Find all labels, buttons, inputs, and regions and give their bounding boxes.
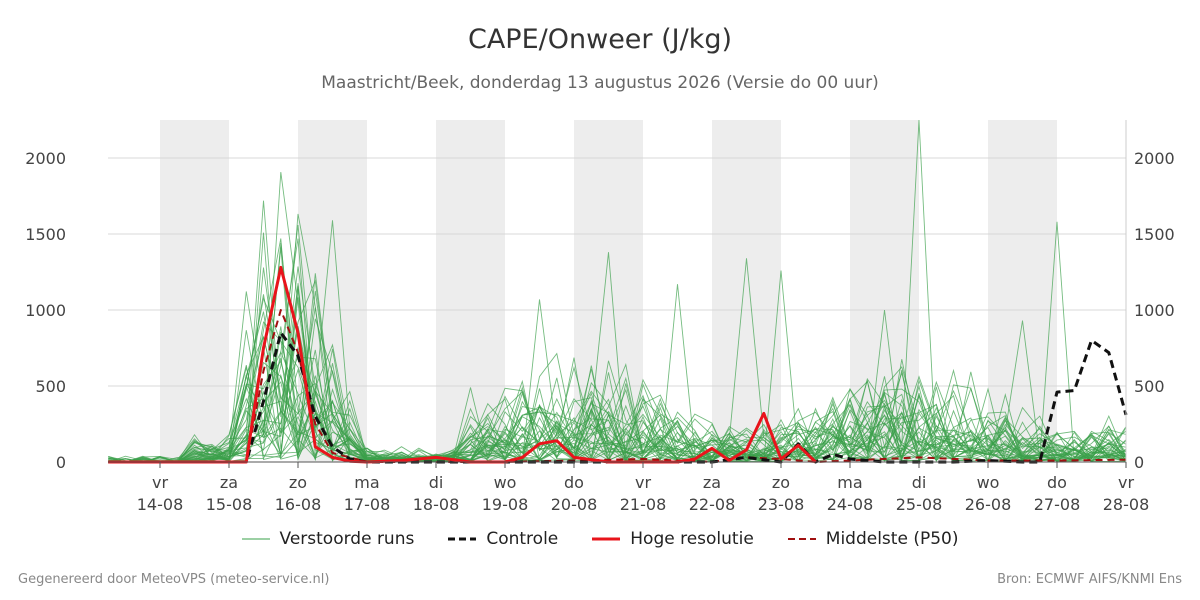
ensemble-run-line <box>108 270 1127 463</box>
x-tick-day: ma <box>837 473 862 492</box>
day-band <box>160 120 229 462</box>
ensemble-run-line <box>108 238 1127 463</box>
ensemble-run-line <box>108 221 1127 463</box>
legend-item-hoge-resolutie: Hoge resolutie <box>592 529 754 549</box>
x-tick-date: 17-08 <box>344 495 391 514</box>
y-tick-label-left: 500 <box>35 377 66 396</box>
legend-label: Controle <box>486 529 559 549</box>
x-tick-date: 24-08 <box>827 495 874 514</box>
chart-title: CAPE/Onweer (J/kg) <box>467 24 732 55</box>
ensemble-run-line <box>108 252 1127 463</box>
x-tick-day: vr <box>152 473 168 492</box>
day-band <box>988 120 1057 462</box>
y-tick-label-right: 500 <box>1134 377 1165 396</box>
legend-item-middelste: Middelste (P50) <box>787 529 959 549</box>
x-tick-day: vr <box>635 473 651 492</box>
x-tick-day: za <box>220 473 238 492</box>
x-tick-date: 22-08 <box>689 495 736 514</box>
y-tick-label-left: 1500 <box>25 225 66 244</box>
legend-label: Hoge resolutie <box>630 529 754 549</box>
day-band <box>436 120 505 462</box>
x-tick-day: do <box>564 473 584 492</box>
ensemble-run-line <box>108 284 1127 463</box>
footer-generated-by: Gegenereerd door MeteoVPS (meteo-service… <box>18 572 330 587</box>
y-tick-label-left: 2000 <box>25 149 66 168</box>
median-line <box>108 309 1127 463</box>
x-tick-date: 16-08 <box>275 495 322 514</box>
legend-swatch-control <box>448 537 477 541</box>
ensemble-run-line <box>108 296 1127 463</box>
x-tick-day: za <box>703 473 721 492</box>
ensemble-run-line <box>108 360 1127 463</box>
x-tick-day: do <box>1047 473 1067 492</box>
x-tick-day: di <box>429 473 444 492</box>
legend-item-controle: Controle <box>448 529 558 549</box>
legend: Verstoorde runs Controle Hoge resolutie … <box>0 529 1200 549</box>
x-tick-date: 15-08 <box>206 495 253 514</box>
x-tick-date: 26-08 <box>965 495 1012 514</box>
x-tick-day: wo <box>494 473 517 492</box>
ensemble-run-line <box>108 343 1127 463</box>
legend-swatch-ensemble <box>241 538 270 540</box>
x-tick-date: 20-08 <box>551 495 598 514</box>
ensemble-run-line <box>108 380 1127 463</box>
ensemble-run-line <box>108 359 1127 463</box>
ensemble-run-line <box>108 321 1127 463</box>
x-tick-date: 28-08 <box>1103 495 1150 514</box>
x-tick-date: 21-08 <box>620 495 667 514</box>
x-tick-date: 18-08 <box>413 495 460 514</box>
ensemble-run-line <box>108 172 1127 463</box>
chart-subtitle: Maastricht/Beek, donderdag 13 augustus 2… <box>321 73 879 93</box>
legend-label: Verstoorde runs <box>279 529 415 549</box>
ensemble-run-line <box>108 220 1127 463</box>
x-tick-date: 14-08 <box>137 495 184 514</box>
x-tick-date: 19-08 <box>482 495 529 514</box>
y-tick-label-right: 0 <box>1134 453 1144 472</box>
legend-item-verstoorde: Verstoorde runs <box>241 529 415 549</box>
legend-swatch-median <box>787 538 816 540</box>
x-tick-day: wo <box>977 473 1000 492</box>
x-tick-date: 27-08 <box>1034 495 1081 514</box>
y-tick-label-right: 1500 <box>1134 225 1175 244</box>
x-tick-day: di <box>912 473 927 492</box>
day-band <box>712 120 781 462</box>
x-tick-day: zo <box>289 473 307 492</box>
legend-label: Middelste (P50) <box>825 529 959 549</box>
y-tick-label-left: 1000 <box>25 301 66 320</box>
x-tick-date: 23-08 <box>758 495 805 514</box>
day-bands <box>160 120 1057 462</box>
y-tick-label-right: 1000 <box>1134 301 1175 320</box>
axes: 0 0 500 500 1000 1000 1500 1500 2000 2000 vr 14-08 z… <box>25 120 1175 514</box>
y-tick-label-right: 2000 <box>1134 149 1175 168</box>
legend-swatch-highres <box>592 537 621 541</box>
ensemble-run-line <box>108 358 1127 463</box>
footer-source: Bron: ECMWF AIFS/KNMI Ens <box>997 572 1182 587</box>
y-tick-label-left: 0 <box>56 453 66 472</box>
x-tick-day: ma <box>354 473 379 492</box>
x-tick-date: 25-08 <box>896 495 943 514</box>
x-tick-day: zo <box>772 473 790 492</box>
x-tick-day: vr <box>1118 473 1134 492</box>
